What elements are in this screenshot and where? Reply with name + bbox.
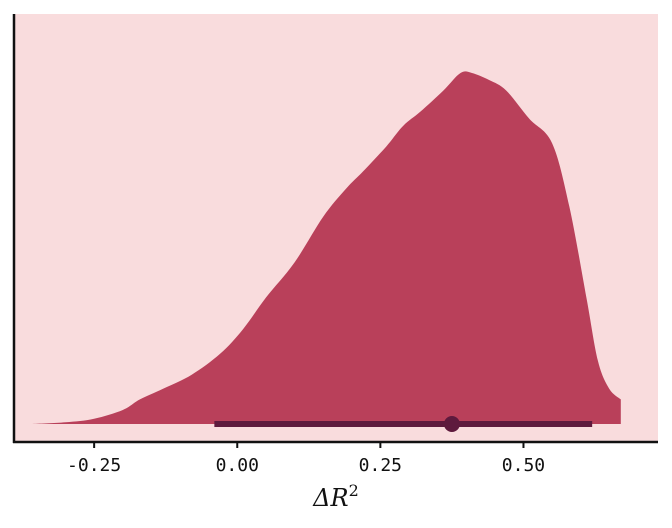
x-tick-label: 0.50: [502, 455, 545, 476]
x-axis-title-superscript: 2: [349, 481, 359, 500]
x-axis-title-main: ΔR: [312, 484, 348, 512]
x-axis-ticks: -0.25 0.00 0.25 0.50: [67, 442, 545, 476]
x-tick-label: -0.25: [67, 455, 121, 476]
x-tick-label: 0.25: [359, 455, 402, 476]
density-area: [31, 71, 621, 425]
x-axis-title: ΔR2: [312, 481, 359, 512]
point-estimate-marker: [443, 416, 460, 432]
x-tick-label: 0.00: [216, 455, 259, 476]
